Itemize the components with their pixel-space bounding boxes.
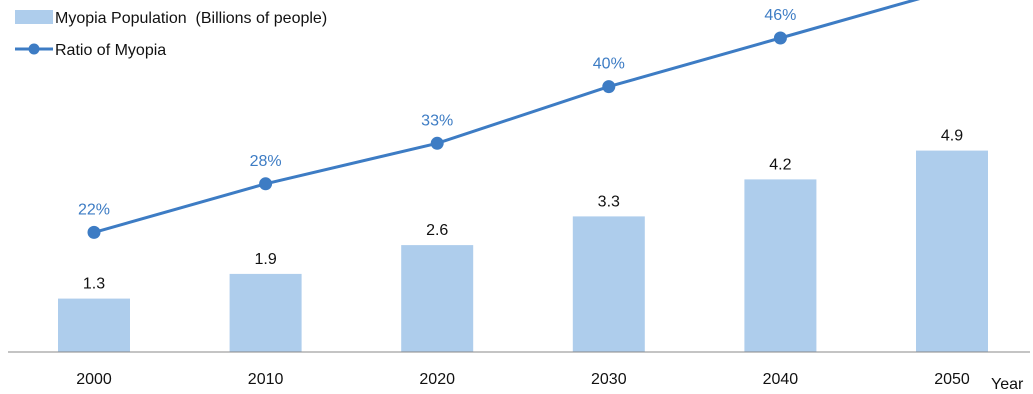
population-bar xyxy=(401,245,474,352)
x-tick-label: 2000 xyxy=(76,371,112,388)
population-bar-label: 1.3 xyxy=(83,276,105,293)
ratio-point xyxy=(259,177,273,191)
population-bar-label: 1.9 xyxy=(254,251,276,268)
ratio-labels-layer: 22%28%33%40%46%52% xyxy=(78,7,796,218)
x-tick-label: 2050 xyxy=(934,371,970,388)
x-axis-title: Year xyxy=(991,376,1024,393)
population-bar-label: 4.2 xyxy=(769,156,791,173)
ratio-point xyxy=(430,136,444,150)
ratio-line-layer xyxy=(87,0,921,239)
x-tick-label: 2020 xyxy=(419,371,455,388)
legend-bar-swatch xyxy=(15,10,53,24)
legend-line-label: Ratio of Myopia xyxy=(55,42,166,59)
ratio-point xyxy=(773,31,787,45)
legend: Myopia Population (Billions of people) R… xyxy=(15,10,327,59)
ratio-point-label: 33% xyxy=(421,112,453,129)
ratio-line xyxy=(93,0,921,234)
population-bar xyxy=(744,179,817,352)
ratio-point-label: 46% xyxy=(764,7,796,24)
ratio-point xyxy=(602,80,616,94)
population-bar-label: 4.9 xyxy=(941,128,963,145)
population-bar-label: 2.6 xyxy=(426,222,448,239)
x-tick-label: 2030 xyxy=(591,371,627,388)
x-tick-label: 2010 xyxy=(248,371,284,388)
bar-labels-layer: 1.3 1.9 2.6 3.3 4.2 4.9 xyxy=(83,128,963,293)
legend-bar-label: Myopia Population (Billions of people) xyxy=(55,10,327,27)
ratio-point-label: 40% xyxy=(593,56,625,73)
population-bar xyxy=(58,298,130,352)
ratio-point-label: 28% xyxy=(250,153,282,170)
x-tick-labels: 2000 2010 2020 2030 2040 2050 xyxy=(76,371,970,388)
population-bar xyxy=(916,150,988,352)
bars-layer xyxy=(58,150,988,352)
population-bar-label: 3.3 xyxy=(598,193,620,210)
ratio-point-label: 22% xyxy=(78,201,110,218)
population-bar xyxy=(229,273,302,352)
legend-line-marker xyxy=(28,43,40,55)
ratio-point xyxy=(87,225,101,239)
x-tick-label: 2040 xyxy=(763,371,799,388)
population-bar xyxy=(572,216,645,352)
